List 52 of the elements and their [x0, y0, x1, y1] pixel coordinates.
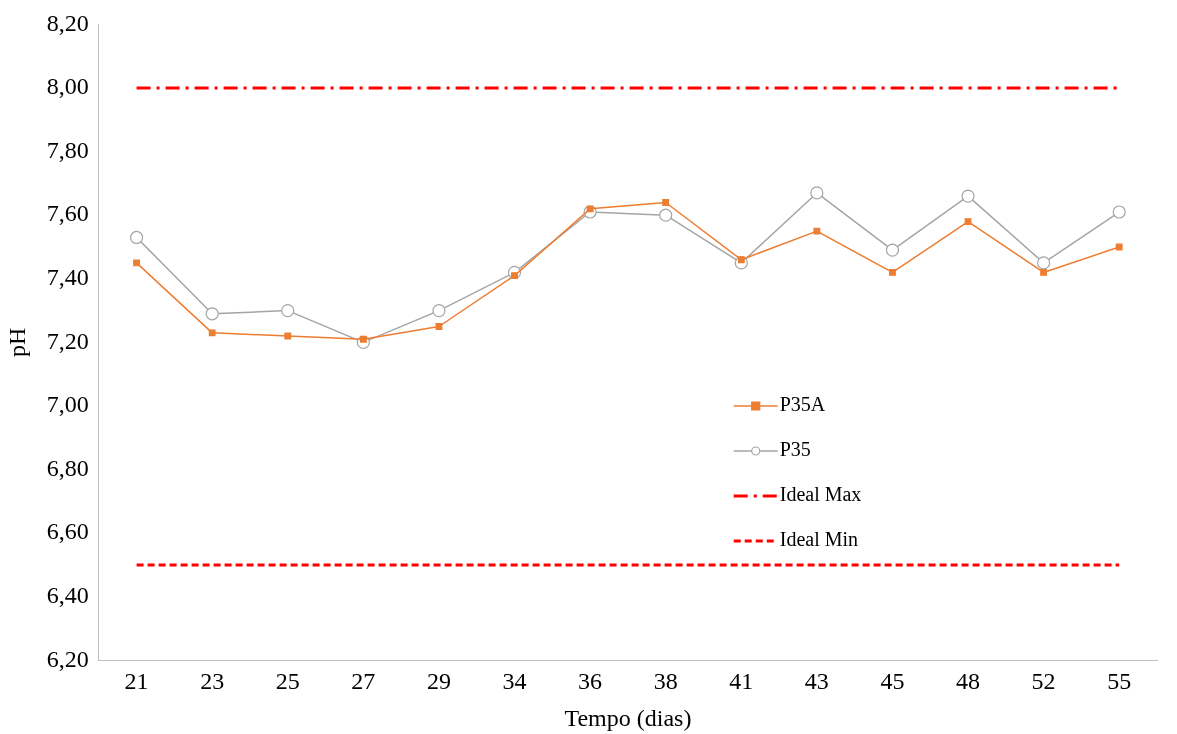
point	[889, 269, 896, 276]
point	[432, 304, 446, 318]
point	[281, 304, 295, 318]
legend-label: P35	[779, 438, 811, 461]
y-axis-title: pH	[3, 327, 30, 358]
point	[813, 227, 821, 235]
x-tick-label: 45	[880, 668, 905, 695]
point	[1112, 205, 1126, 219]
legend-label: Ideal Max	[779, 483, 862, 506]
point	[885, 243, 900, 257]
x-tick-label: 34	[502, 668, 527, 695]
x-tick-label: 55	[1107, 668, 1132, 695]
point	[1040, 269, 1048, 276]
x-tick-label: 21	[124, 668, 149, 695]
point	[511, 272, 518, 280]
y-tick-label: 7,80	[46, 136, 89, 163]
point	[810, 186, 824, 200]
point	[964, 218, 972, 225]
y-tick-label: 6,40	[46, 582, 89, 609]
point	[1037, 256, 1051, 270]
x-axis-title: Tempo (dias)	[564, 704, 692, 731]
point	[1115, 243, 1123, 251]
y-tick-label: 6,60	[46, 518, 89, 545]
point	[659, 208, 673, 222]
y-tick-label: 7,60	[46, 200, 89, 227]
point	[133, 259, 141, 267]
x-tick-label: 25	[275, 668, 300, 695]
legend-label: P35A	[779, 393, 826, 416]
point	[205, 307, 219, 321]
x-tick-label: 38	[653, 668, 678, 695]
point	[435, 323, 443, 330]
y-tick-label: 7,00	[46, 391, 89, 418]
x-tick-label: 52	[1031, 668, 1056, 695]
x-tick-label: 43	[804, 668, 829, 695]
x-tick-label: 36	[578, 668, 603, 695]
y-tick-label: 7,40	[46, 264, 89, 291]
y-tick-label: 8,00	[46, 73, 89, 100]
point	[284, 332, 292, 340]
point	[129, 230, 144, 245]
point	[961, 189, 975, 203]
point	[208, 329, 216, 337]
y-tick-label: 6,20	[46, 645, 89, 672]
x-tick-label: 23	[200, 668, 225, 695]
y-tick-label: 7,20	[46, 327, 89, 354]
x-tick-label: 41	[729, 668, 754, 695]
x-tick-label: 29	[426, 668, 451, 695]
y-tick-label: 6,80	[46, 454, 89, 481]
x-tick-label: 27	[351, 668, 376, 695]
legend-label: Ideal Min	[779, 528, 859, 551]
point	[662, 199, 670, 206]
x-tick-label: 48	[956, 668, 981, 695]
y-tick-label: 8,20	[46, 9, 89, 36]
